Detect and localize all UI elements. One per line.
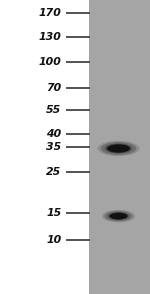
- Ellipse shape: [108, 212, 129, 220]
- Text: 15: 15: [46, 208, 62, 218]
- Text: 10: 10: [46, 235, 62, 245]
- Ellipse shape: [114, 215, 123, 218]
- Ellipse shape: [111, 213, 126, 219]
- Text: 170: 170: [39, 8, 62, 18]
- Ellipse shape: [113, 147, 124, 151]
- Text: 130: 130: [39, 32, 62, 42]
- Text: 35: 35: [46, 142, 62, 152]
- Bar: [89, 0, 150, 294]
- Ellipse shape: [102, 210, 135, 222]
- Text: 25: 25: [46, 167, 62, 177]
- Ellipse shape: [110, 213, 128, 220]
- Ellipse shape: [101, 142, 136, 155]
- Ellipse shape: [109, 145, 128, 152]
- Ellipse shape: [98, 141, 140, 156]
- Ellipse shape: [107, 144, 130, 153]
- Text: 55: 55: [46, 105, 62, 115]
- Text: 70: 70: [46, 83, 62, 93]
- Ellipse shape: [105, 143, 132, 153]
- Text: 40: 40: [46, 129, 62, 139]
- Text: 100: 100: [39, 57, 62, 67]
- Ellipse shape: [104, 211, 133, 221]
